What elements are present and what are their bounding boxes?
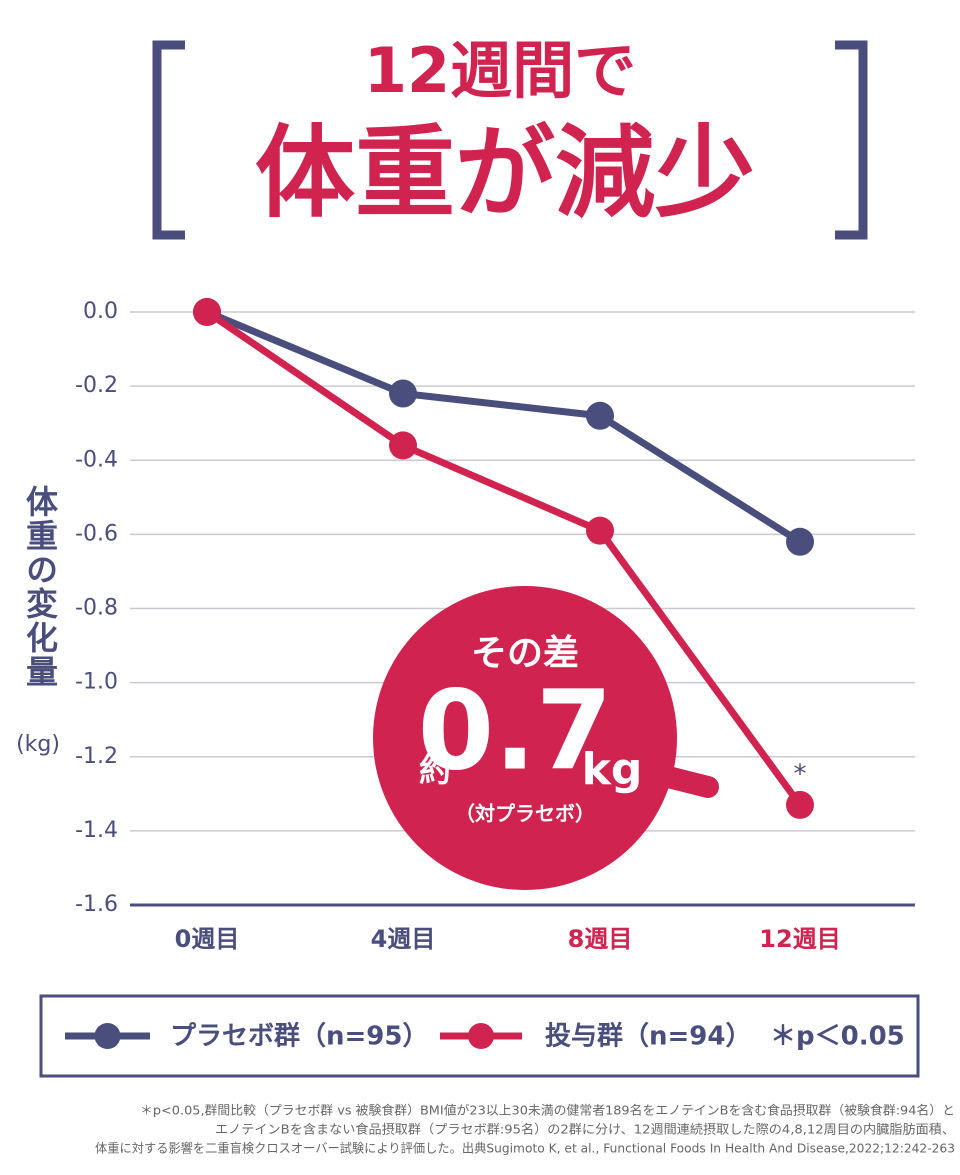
footnote: ＊p<0.05,群間比較（プラセボ群 vs 被験食群）BMI値が23以上30未満… (140, 1103, 955, 1118)
x-tick-label: 4週目 (371, 925, 436, 953)
x-tick-label: 12週目 (759, 925, 840, 953)
footnotes: ＊p<0.05,群間比較（プラセボ群 vs 被験食群）BMI値が23以上30未満… (95, 1103, 955, 1156)
bracket-right (835, 40, 868, 240)
data-point (193, 298, 221, 326)
series-line (205, 309, 803, 807)
y-tick-label: -0.6 (75, 521, 118, 546)
callout-unit: kg (582, 744, 643, 795)
callout-value: 0.7 (418, 666, 613, 794)
y-axis-label: 体重の変化量 (21, 485, 59, 689)
data-point (389, 431, 417, 460)
legend-box (39, 994, 920, 1078)
callout-line1: その差 (471, 633, 579, 674)
legend-marker (468, 1023, 494, 1049)
y-tick-label: 0.0 (83, 299, 118, 324)
legend-label: 投与群（n=94） (545, 1022, 751, 1052)
y-tick-label: -0.8 (75, 596, 118, 621)
callout-bubble (373, 586, 677, 890)
significance-marker: * (794, 759, 807, 789)
y-tick-label: -1.4 (75, 818, 118, 843)
y-tick-label: -0.2 (75, 373, 118, 398)
legend-note: ＊p＜0.05 (770, 1022, 905, 1052)
legend-marker (94, 1023, 121, 1049)
footnote: エノテインBを含まない食品摂取群（プラセボ群:95名）の2群に分け、12週間連続… (215, 1122, 955, 1137)
chart-subtitle: 体重が減少 (255, 114, 755, 231)
data-point (786, 527, 814, 556)
plot-area: 0.0 -0.2 -0.4 -0.6 -0.8 -1.0 -1.2 -1.4 -1.6 0週目 4週… (75, 298, 915, 953)
callout-note: （対プラセボ） (455, 802, 595, 826)
callout-prefix: 約 (419, 751, 451, 789)
legend: プラセボ群（n=95） 投与群（n=94） ＊p＜0.05 (65, 1022, 905, 1052)
data-point (786, 790, 814, 819)
footnote: 体重に対する影響を二重盲検クロスオーバー試験により評価した。出典Sugimoto… (95, 1141, 955, 1156)
data-point (586, 401, 614, 430)
data-point (586, 516, 614, 545)
legend-label: プラセボ群（n=95） (170, 1022, 428, 1052)
bracket-left (152, 40, 185, 240)
y-tick-label: -1.0 (75, 670, 118, 695)
y-tick-label: -1.2 (75, 744, 118, 769)
y-tick-label: -0.4 (75, 447, 118, 472)
y-tick-label: -1.6 (75, 892, 118, 917)
series-line (205, 308, 802, 545)
x-tick-label: 8週目 (568, 925, 633, 953)
x-tick-label: 0週目 (175, 925, 240, 953)
chart-title: 12週間で (364, 34, 636, 107)
data-point (389, 379, 417, 408)
y-axis-unit: (kg) (16, 732, 60, 757)
